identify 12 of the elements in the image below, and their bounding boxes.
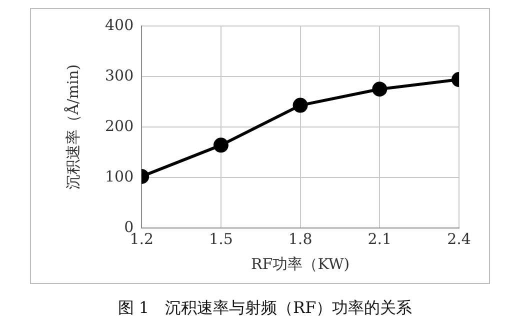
y-tick-label: 200 (104, 116, 134, 135)
x-tick-label: 1.8 (288, 230, 312, 248)
x-tick-label: 2.1 (368, 230, 392, 248)
y-tick-label: 300 (104, 66, 134, 84)
y-axis-title: 沉积速率（Å/min) (64, 64, 82, 190)
caption: 图 1 沉积速率与射频（RF）功率的关系 (116, 298, 414, 319)
x-axis-title: RF功率（KW) (250, 254, 350, 273)
x-tick-label: 1.5 (209, 230, 233, 248)
point (292, 98, 308, 113)
x-tick-label: 2.4 (447, 230, 471, 248)
y-tick-label: 400 (104, 16, 134, 34)
y-tick-label: 100 (104, 167, 134, 186)
